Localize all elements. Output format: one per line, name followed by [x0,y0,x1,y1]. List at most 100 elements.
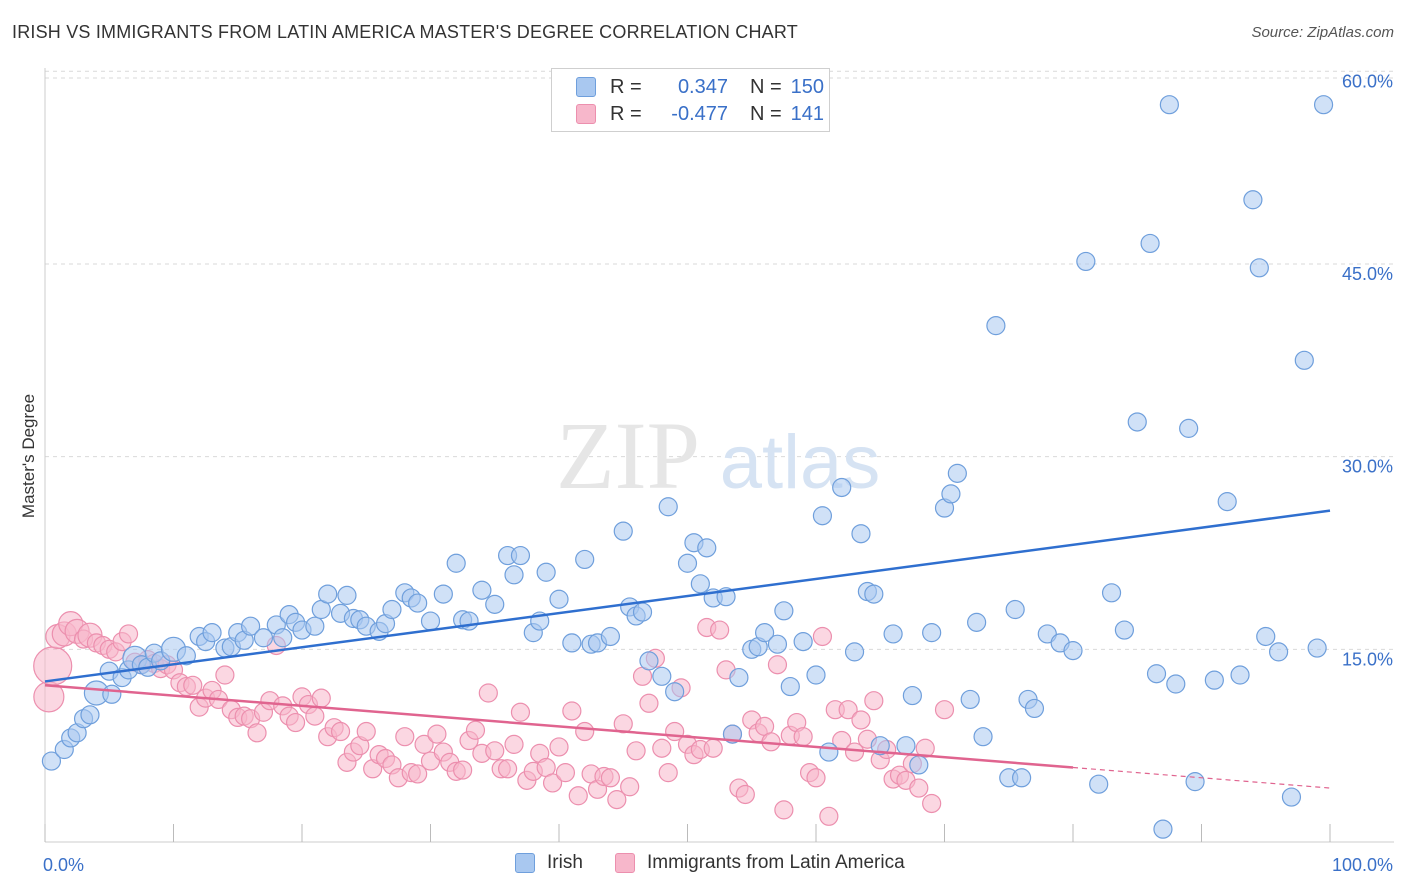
latam-point [562,701,582,721]
latam-point [247,723,267,743]
latam-point [414,734,434,754]
irish-point [420,611,441,631]
latam-point [427,724,447,744]
latam-point [613,714,633,734]
irish-point [408,593,428,613]
series-legend: Irish Immigrants from Latin America [0,852,1406,878]
irish-point [446,553,466,573]
latam-point [774,800,794,820]
irish-point [102,684,122,704]
irish-point [485,594,505,614]
latam-point [639,693,659,713]
legend-swatch-irish [515,853,535,873]
irish-point [754,623,775,643]
latam-point [510,702,531,722]
trend-layer [44,509,1331,789]
latam-point [453,760,473,780]
irish-point [1307,638,1327,658]
irish-point [1294,350,1314,370]
irish-point [947,463,967,483]
latam-point [909,778,929,798]
irish-point [690,574,710,594]
irish-point [973,727,993,747]
irish-point [241,616,261,636]
latam-point [652,738,672,758]
irish-point [575,549,595,570]
irish-point [459,611,479,631]
irish-point [472,580,492,600]
legend-r-label: R = [610,75,642,98]
latam-trend-line [44,684,1074,769]
irish-point [1101,583,1122,603]
irish-point [1089,774,1109,794]
irish-point [1146,664,1167,684]
irish-point [562,633,582,653]
latam-point [549,737,569,757]
latam-point [934,700,955,720]
latam-point [915,738,935,758]
legend-label-latam: Immigrants from Latin America [647,852,905,873]
irish-point [870,736,890,756]
latam-point [703,738,723,758]
irish-point [318,584,338,604]
latam-point [478,683,498,703]
latam-point [485,741,505,761]
irish-trend-line [44,509,1331,683]
irish-point [41,751,62,771]
irish-point [382,599,402,620]
irish-point [600,626,621,647]
latam-point [555,763,576,783]
latam-point [568,786,588,806]
legend-row-irish: R = 0.347 N = 150 [576,75,824,99]
irish-point [793,632,813,652]
irish-point [1249,258,1269,278]
irish-point [1159,95,1179,115]
latam-point [542,773,563,793]
legend-label-irish: Irish [547,852,583,873]
irish-point [1179,418,1199,438]
irish-point [902,685,922,706]
latam-point [504,734,524,754]
irish-point [536,562,556,582]
irish-point [844,642,865,662]
latam-point [735,784,755,805]
irish-point [1063,641,1083,661]
irish-point [806,665,826,685]
irish-point [812,506,833,526]
irish-point [941,484,961,504]
legend-item-irish[interactable]: Irish [515,852,583,874]
irish-point [658,497,678,517]
irish-point [273,628,293,648]
irish-point [1127,412,1147,432]
y-tick-label: 30.0% [1342,457,1393,477]
legend-n-label: N = [750,102,782,125]
irish-point [1230,665,1250,685]
chart-title: IRISH VS IMMIGRANTS FROM LATIN AMERICA M… [12,22,798,42]
irish-point [767,634,788,654]
latam-point [819,806,839,826]
legend-r-value: -0.477 [671,102,728,125]
irish-point [665,682,685,702]
irish-point [305,616,325,636]
watermark-zip: ZIP [556,402,700,509]
watermark-atlas: atlas [720,420,881,505]
irish-point [549,589,569,609]
latam-point [285,712,306,733]
irish-point [253,628,274,648]
irish-point [722,724,743,744]
legend-n-label: N = [750,75,782,98]
irish-point [774,601,794,621]
irish-point [504,565,524,585]
latam-point [395,727,415,747]
irish-point [1166,674,1186,694]
latam-point [183,675,203,695]
latam-point [118,624,139,644]
irish-point [1140,233,1160,254]
irish-point [652,666,672,686]
source-label: Source: ZipAtlas.com [1251,24,1394,41]
latam-point [710,620,730,640]
legend-item-latam[interactable]: Immigrants from Latin America [615,852,905,874]
irish-point [677,553,698,573]
latam-point [864,691,884,711]
y-tick-label: 15.0% [1342,649,1393,669]
